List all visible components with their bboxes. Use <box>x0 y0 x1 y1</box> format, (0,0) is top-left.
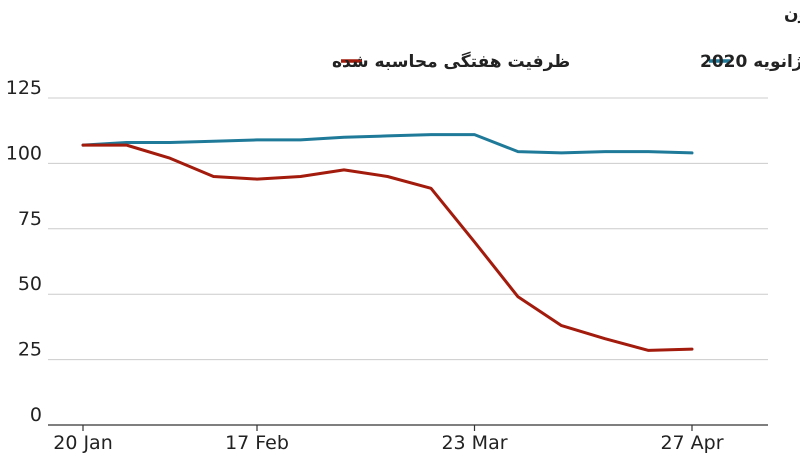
x-axis: 20 Jan 17 Feb 23 Mar 27 Apr <box>53 425 724 454</box>
legend-label-baseline: ظرفیت جهانی پایه در ژانویه 2020 <box>700 52 800 72</box>
y-tick-label: 100 <box>6 142 42 164</box>
y-tick-label: 50 <box>18 273 42 295</box>
y-tick-label: 25 <box>18 339 42 361</box>
x-tick-label: 27 Apr <box>660 432 723 454</box>
x-tick-label: 23 Mar <box>441 432 507 454</box>
y-tick-label: 0 <box>30 404 42 426</box>
legend: ظرفیت جهانی پایه در ژانویه 2020 ظرفیت هف… <box>332 51 800 72</box>
legend-label-weekly: ظرفیت هفتگی محاسبه شده <box>332 51 570 72</box>
x-tick-label: 17 Feb <box>225 432 289 454</box>
series <box>81 133 694 352</box>
x-tick-label: 20 Jan <box>53 432 113 454</box>
y-tick-label: 125 <box>6 77 42 99</box>
series-line-baseline-capacity <box>81 133 694 155</box>
y-axis: 0 25 50 75 100 125 <box>6 77 42 426</box>
chart-title: تعداد صندلی‌های رزرو شده بر حسب میلیون <box>784 4 800 24</box>
y-tick-label: 75 <box>18 208 42 230</box>
gridlines <box>48 97 768 426</box>
series-line-weekly-capacity <box>81 143 694 352</box>
